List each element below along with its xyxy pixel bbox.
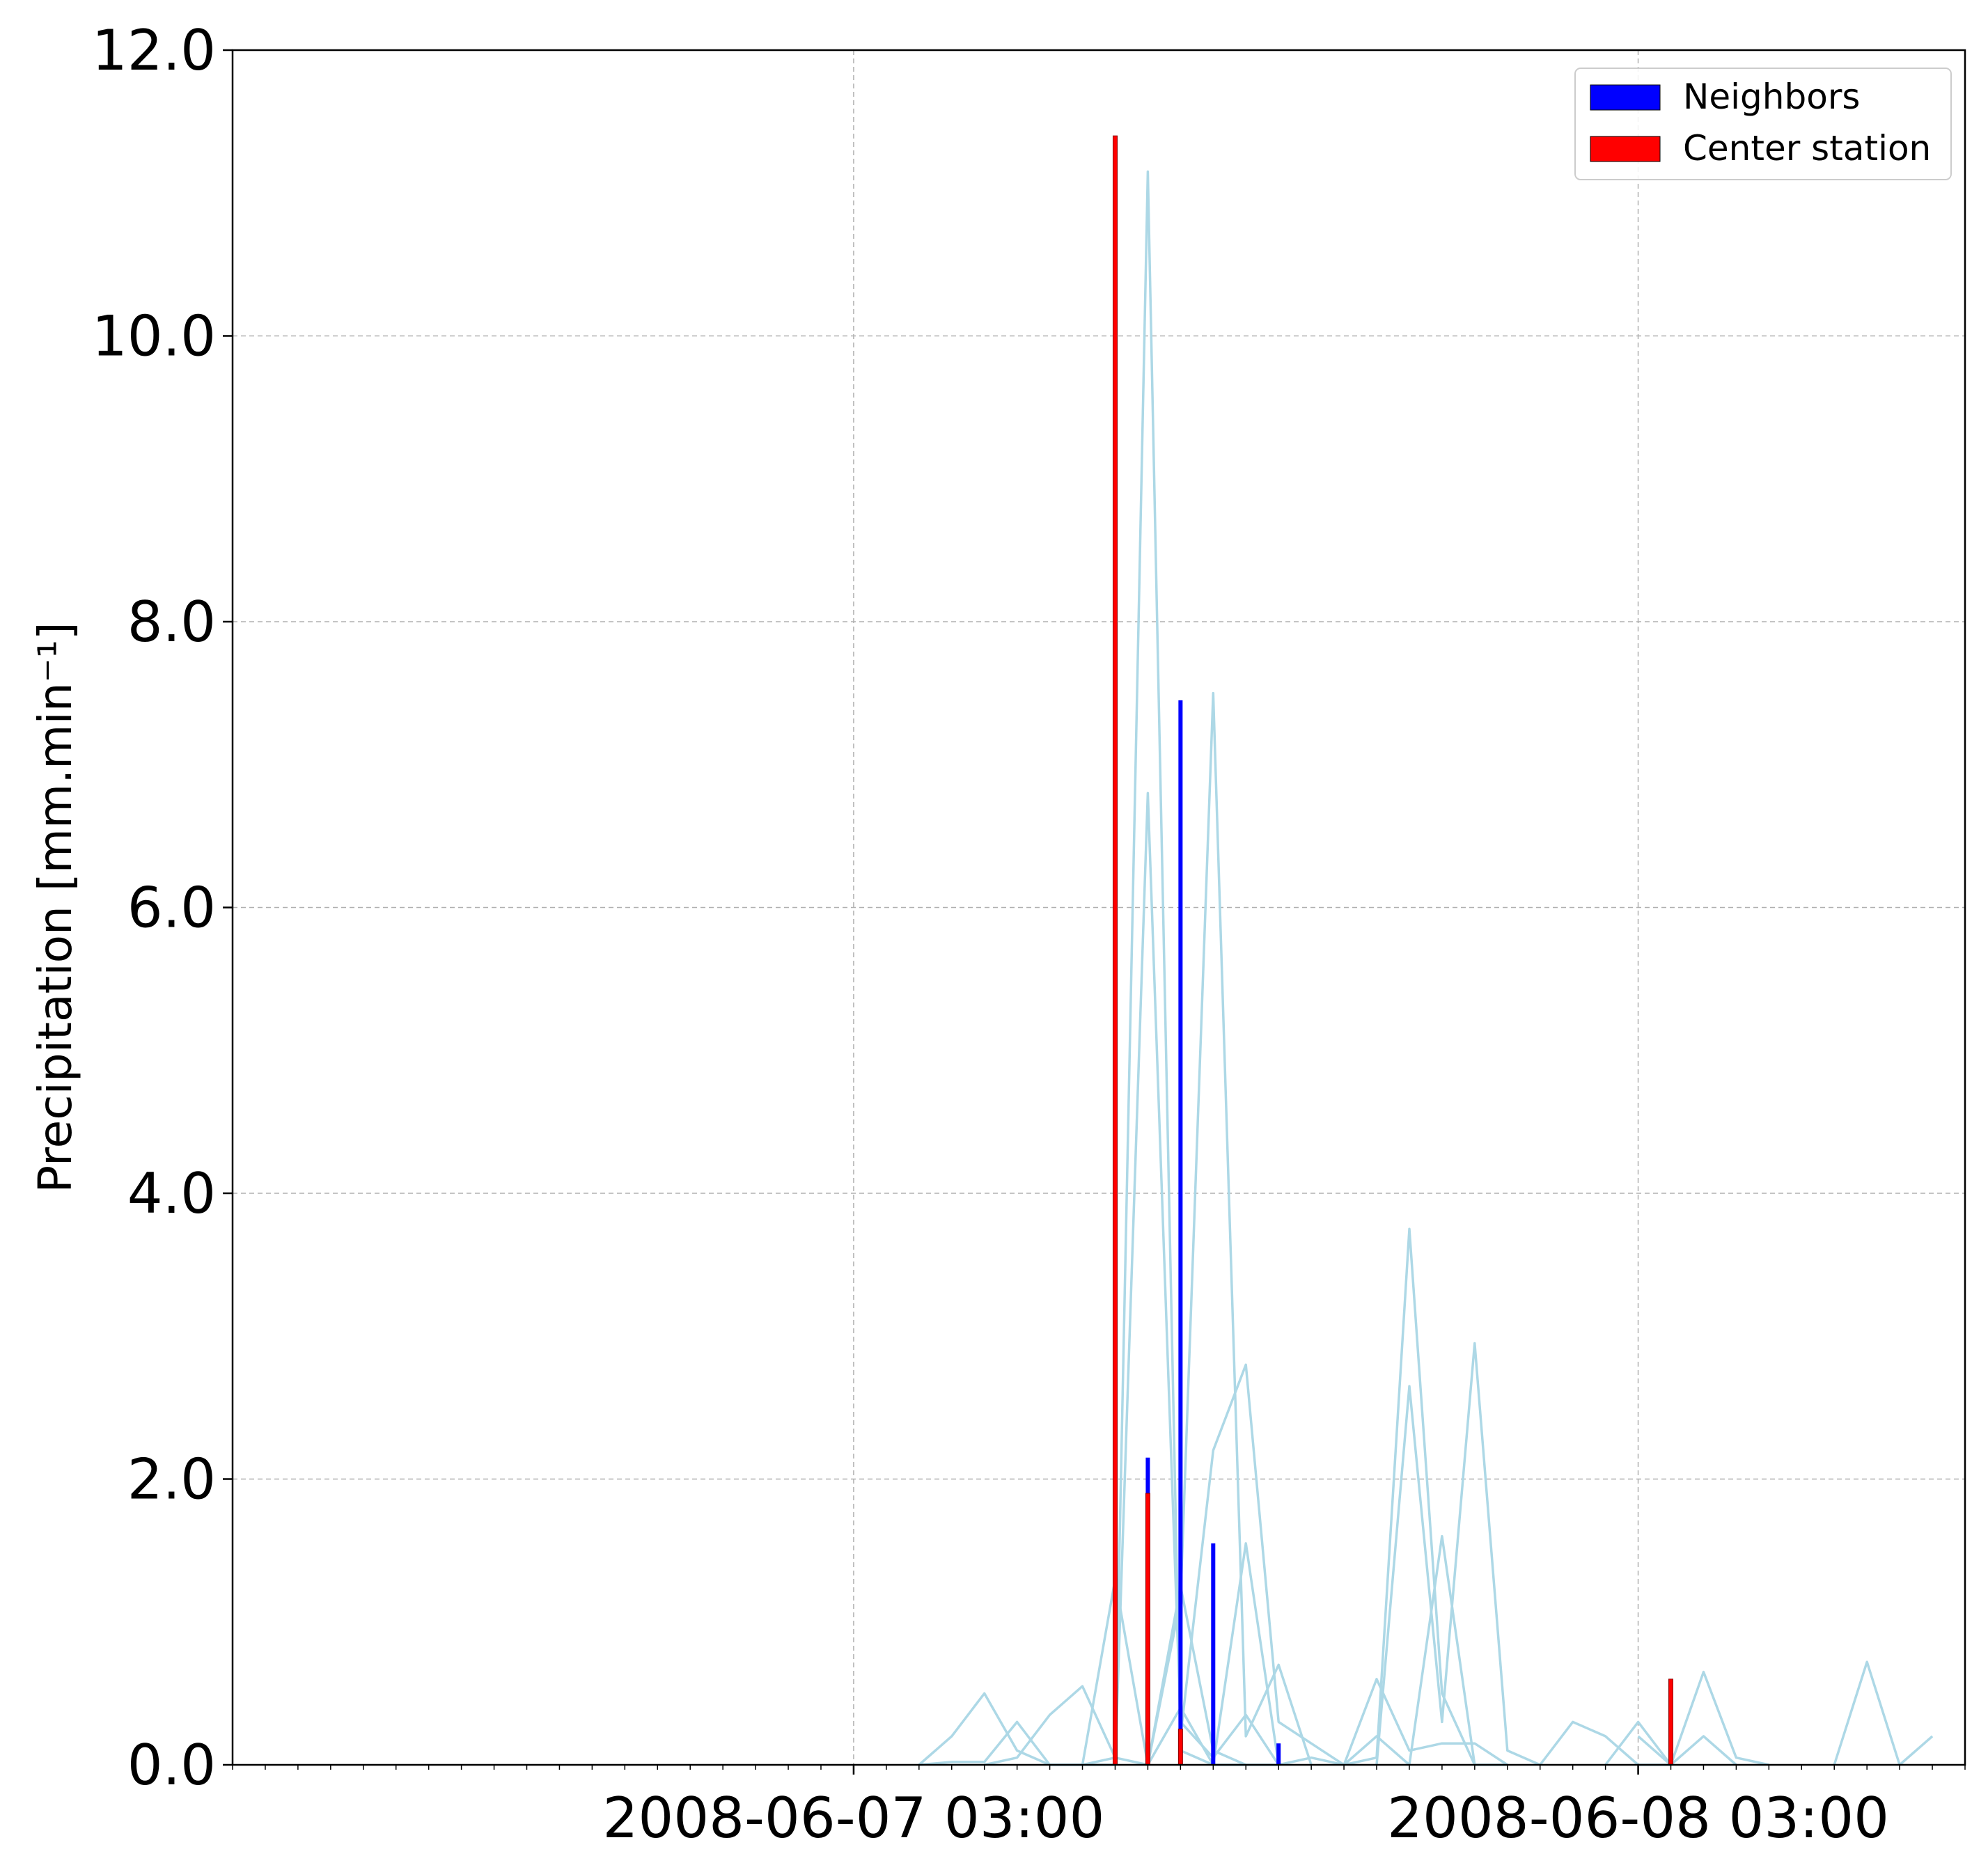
center-station-bar	[1112, 135, 1118, 1766]
y-tick-label: 8.0	[127, 590, 216, 654]
neighbor-line	[1833, 1660, 1934, 1766]
neighbor-line	[984, 1685, 1214, 1766]
neighbor-line	[918, 170, 1246, 1766]
bars	[1112, 135, 1674, 1766]
neighbors-bar	[1178, 700, 1183, 1766]
neighbor-line	[1604, 1670, 1769, 1766]
y-tick-label: 12.0	[92, 18, 216, 83]
x-tick-label: 2008-06-08 03:00	[1387, 1786, 1889, 1850]
legend-label-neighbors: Neighbors	[1683, 77, 1860, 117]
neighbors-bar	[1276, 1743, 1281, 1765]
y-tick-label: 6.0	[127, 876, 216, 941]
neighbor-line	[918, 792, 1280, 1766]
neighbor-line	[1343, 1227, 1508, 1766]
neighbor-line	[1375, 1342, 1541, 1766]
y-tick-label: 10.0	[92, 304, 216, 369]
legend-swatch-center-station	[1590, 136, 1661, 162]
legend-box	[1574, 68, 1952, 180]
center-station-bar	[1177, 1729, 1183, 1766]
grid	[233, 50, 1965, 1765]
neighbor-line	[1146, 691, 1313, 1766]
legend: Neighbors Center station	[1574, 68, 1952, 180]
y-tick-label: 2.0	[127, 1447, 216, 1512]
legend-label-center-station: Center station	[1683, 128, 1931, 168]
y-tick-label: 4.0	[127, 1161, 216, 1226]
neighbor-line	[1539, 1720, 1671, 1766]
y-axis-label: Precipitation [mm.min⁻¹]	[29, 622, 82, 1193]
center-station-bar	[1145, 1493, 1150, 1766]
y-tick-label: 0.0	[127, 1733, 216, 1798]
neighbor-line	[1179, 1363, 1345, 1766]
legend-swatch-neighbors	[1590, 84, 1661, 111]
x-tick-label: 2008-06-07 03:00	[602, 1786, 1104, 1850]
neighbors-bar	[1211, 1543, 1216, 1765]
center-station-bar	[1668, 1679, 1674, 1766]
neighbor-line	[1212, 1542, 1508, 1766]
y-axis-label-text: Precipitation [mm.min⁻¹]	[29, 622, 82, 1193]
neighbor-lines	[918, 170, 1934, 1766]
axis-ticks: 0.0 2.0 4.0 6.0 8.0 10.0 12.0 2008-06-07 03:00 2…	[92, 18, 1966, 1850]
neighbor-line	[1637, 1735, 1737, 1766]
